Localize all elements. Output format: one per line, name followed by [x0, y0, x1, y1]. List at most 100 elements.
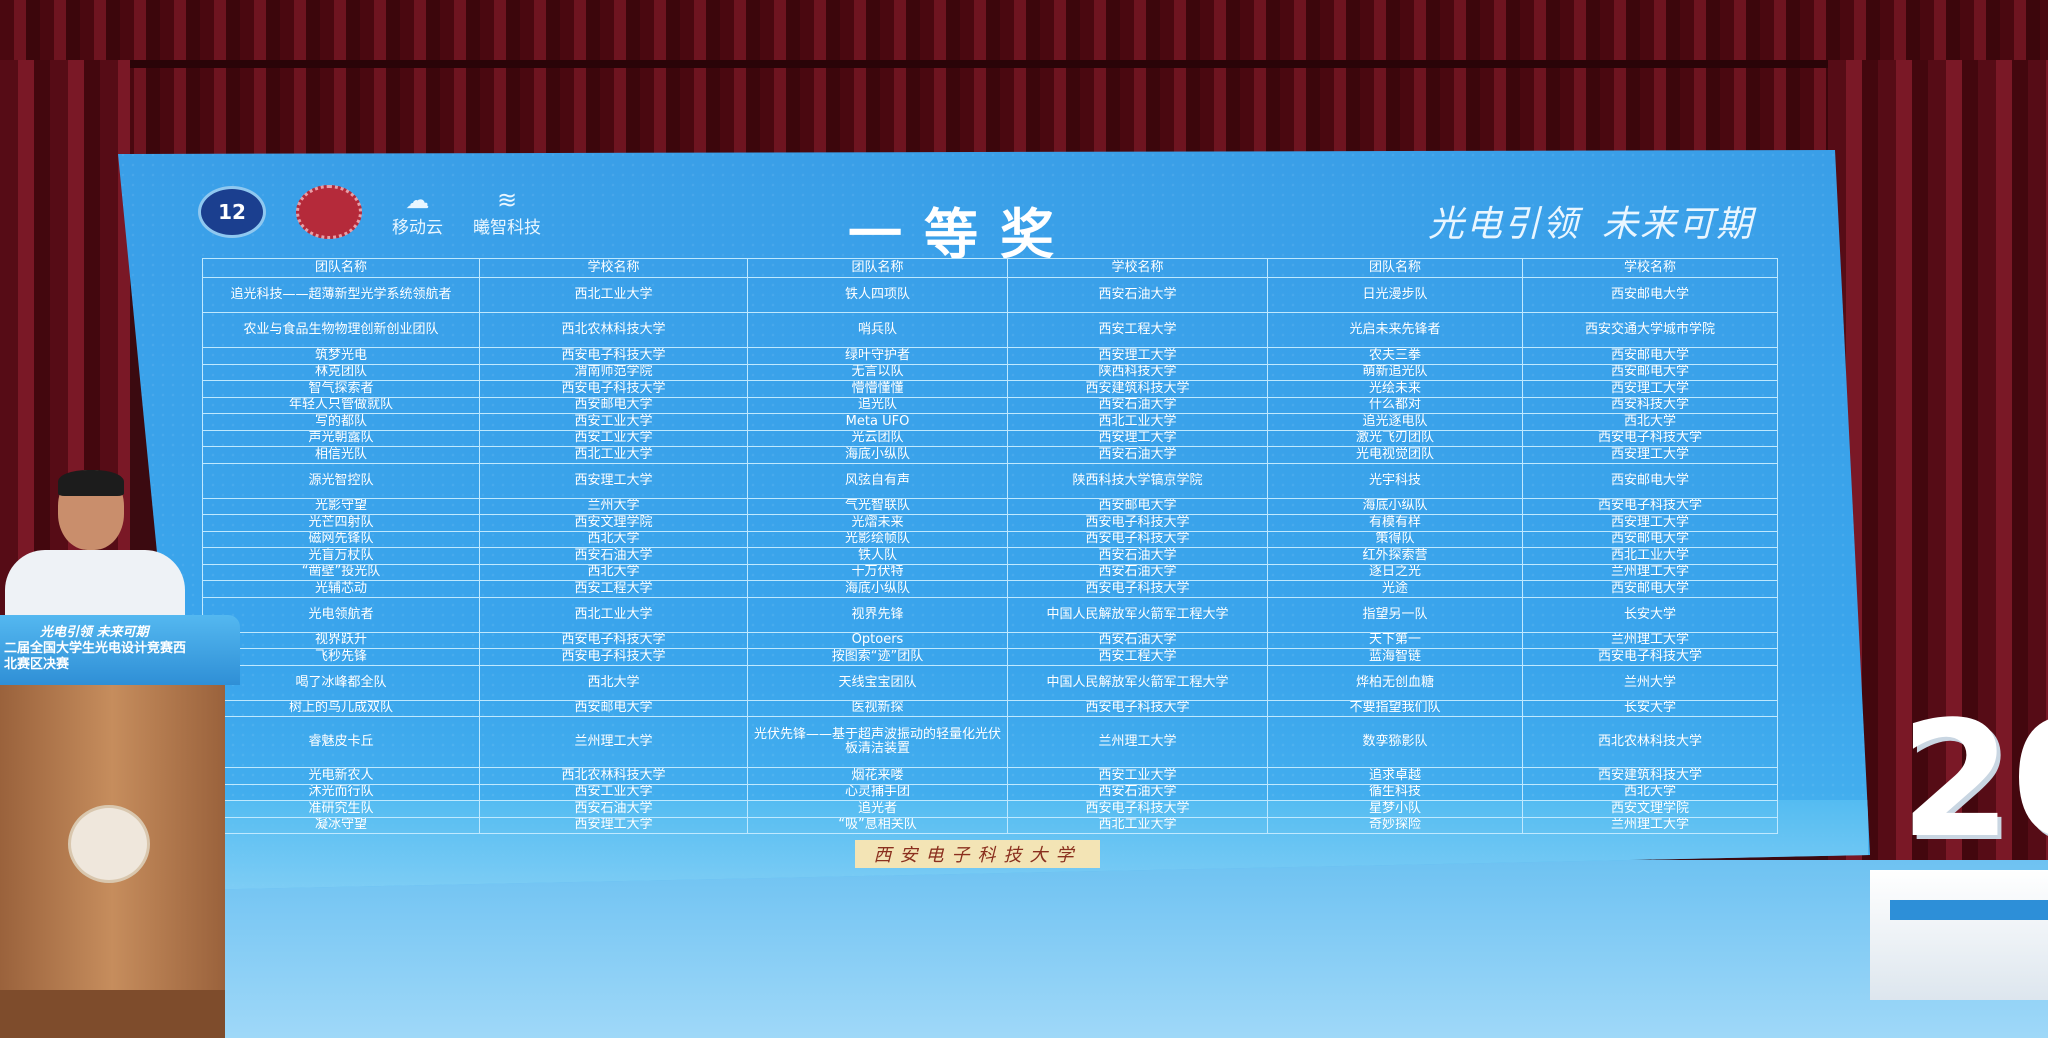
stage-floor — [0, 860, 2048, 1038]
school-name-cell: 西安工程大学 — [1008, 649, 1268, 665]
table-row: 视界跃升 西安电子科技大学 Optoers 西安石油大学 天下第一 兰州理工大学 — [203, 632, 1778, 649]
school-name-cell: 西安邮电大学 — [480, 700, 748, 716]
column-header: 团队名称 — [748, 259, 1008, 277]
school-name-cell: 西安石油大学 — [1008, 564, 1268, 580]
school-name-cell: 西北大学 — [480, 531, 748, 547]
table-row: 喝了冰峰都全队 西北大学 天线宝宝团队 中国人民解放军火箭军工程大学 烨柏无创血糖 兰州大… — [203, 665, 1778, 701]
team-name-cell: 有模有样 — [1268, 515, 1523, 531]
column-header: 学校名称 — [480, 259, 748, 277]
team-name-cell: 视界先锋 — [748, 597, 1008, 632]
school-name-cell: 西安邮电大学 — [480, 397, 748, 413]
school-name-cell: 西安电子科技大学 — [1523, 649, 1778, 665]
school-name-cell: 西安石油大学 — [1008, 447, 1268, 463]
cloud-icon: ☁ — [405, 185, 430, 214]
school-name-cell: 西安邮电大学 — [1523, 581, 1778, 597]
host-university-label: 西安电子科技大学 — [855, 840, 1100, 868]
school-name-cell: 兰州理工大学 — [1523, 632, 1778, 648]
emblem-number: 12 — [218, 200, 246, 224]
team-name-cell: 光熠未来 — [748, 515, 1008, 531]
team-name-cell: 磁网先锋队 — [203, 531, 480, 547]
team-name-cell: 医视新探 — [748, 700, 1008, 716]
school-name-cell: 西北农林科技大学 — [480, 768, 748, 784]
school-name-cell: 西安邮电大学 — [1523, 463, 1778, 498]
team-name-cell: 源光智控队 — [203, 463, 480, 498]
xizhi-logo: ≋ 曦智科技 — [473, 187, 541, 238]
table-row: 光电新农人 西北农林科技大学 烟花来喽 西安工业大学 追求卓越 西安建筑科技大学 — [203, 768, 1778, 785]
table-row: 磁网先锋队 西北大学 光影绘帧队 西安电子科技大学 策得队 西安邮电大学 — [203, 531, 1778, 548]
school-name-cell: 西安理工大学 — [1008, 430, 1268, 446]
column-header: 团队名称 — [203, 259, 480, 277]
sponsor-logos: 12 ☁ 移动云 ≋ 曦智科技 — [198, 185, 541, 239]
speaker-hair — [58, 470, 124, 496]
team-name-cell: 心灵捕手团 — [748, 784, 1008, 800]
table-row: 光电领航者 西北工业大学 视界先锋 中国人民解放军火箭军工程大学 指望另一队 长安大学 — [203, 597, 1778, 633]
school-name-cell: 西安工业大学 — [480, 414, 748, 430]
podium-banner-text: 二届全国大学生光电设计竞赛西北赛区决赛 — [4, 641, 187, 672]
school-name-cell: 西北大学 — [480, 564, 748, 580]
table-row: 声光朝露队 西安工业大学 光云团队 西安理工大学 激光飞刃团队 西安电子科技大学 — [203, 430, 1778, 447]
team-name-cell: 光芒四射队 — [203, 515, 480, 531]
school-name-cell: 西安石油大学 — [1008, 784, 1268, 800]
team-name-cell: 烨柏无创血糖 — [1268, 665, 1523, 700]
school-name-cell: 西安石油大学 — [480, 801, 748, 817]
team-name-cell: 光电领航者 — [203, 597, 480, 632]
team-name-cell: 哨兵队 — [748, 313, 1008, 347]
logo-label: 移动云 — [392, 217, 443, 238]
school-name-cell: 西北大学 — [1523, 414, 1778, 430]
school-name-cell: 西安电子科技大学 — [1008, 515, 1268, 531]
team-name-cell: 智气探索者 — [203, 381, 480, 397]
school-name-cell: 兰州理工大学 — [480, 717, 748, 767]
led-screen: 12 ☁ 移动云 ≋ 曦智科技 一等奖 光电引领 未来可期 团队名称 学校名称 团队名称学… — [118, 150, 1870, 890]
school-name-cell: 西北工业大学 — [1008, 414, 1268, 430]
school-name-cell: 西安石油大学 — [480, 548, 748, 564]
team-name-cell: “凿壁”投光队 — [203, 564, 480, 580]
table-row: 光盲万杖队 西安石油大学 铁人队 西安石油大学 红外探索营 西北工业大学 — [203, 548, 1778, 565]
table-row: 光芒四射队 西安文理学院 光熠未来 西安电子科技大学 有模有样 西安理工大学 — [203, 515, 1778, 532]
school-name-cell: 西安文理学院 — [1523, 801, 1778, 817]
team-name-cell: 海底小纵队 — [1268, 498, 1523, 514]
school-name-cell: 西安电子科技大学 — [480, 381, 748, 397]
mobile-cloud-logo: ☁ 移动云 — [392, 187, 443, 238]
school-name-cell: 中国人民解放军火箭军工程大学 — [1008, 665, 1268, 700]
school-name-cell: 西安工业大学 — [480, 430, 748, 446]
school-name-cell: 西安理工大学 — [1008, 348, 1268, 364]
team-name-cell: 沐光而行队 — [203, 784, 480, 800]
podium-slogan: 光电引领 未来可期 — [40, 625, 149, 640]
team-name-cell: 无言以队 — [748, 364, 1008, 380]
team-name-cell: 铁人队 — [748, 548, 1008, 564]
slogan-part: 光电引领 — [1428, 204, 1581, 245]
school-name-cell: 西安电子科技大学 — [480, 649, 748, 665]
column-header: 团队名称 — [1268, 259, 1523, 277]
team-name-cell: 光启未来先锋者 — [1268, 313, 1523, 347]
school-name-cell: 西安电子科技大学 — [1008, 700, 1268, 716]
school-name-cell: 西北工业大学 — [1523, 548, 1778, 564]
school-name-cell: 西安理工大学 — [480, 817, 748, 833]
competition-emblem-logo: 12 — [198, 186, 266, 238]
team-name-cell: 睿魅皮卡丘 — [203, 717, 480, 767]
team-name-cell: 准研究生队 — [203, 801, 480, 817]
school-name-cell: 西安科技大学 — [1523, 397, 1778, 413]
school-name-cell: 西安电子科技大学 — [480, 632, 748, 648]
school-name-cell: 西安文理学院 — [480, 515, 748, 531]
team-name-cell: 激光飞刃团队 — [1268, 430, 1523, 446]
team-name-cell: 飞秒先锋 — [203, 649, 480, 665]
wave-icon: ≋ — [496, 185, 518, 214]
school-name-cell: 长安大学 — [1523, 700, 1778, 716]
team-name-cell: 追求卓越 — [1268, 768, 1523, 784]
table-row: 光影守望 兰州大学 气光智联队 西安邮电大学 海底小纵队 西安电子科技大学 — [203, 498, 1778, 515]
school-name-cell: 西北工业大学 — [480, 447, 748, 463]
school-name-cell: 西北工业大学 — [480, 597, 748, 632]
slogan-part: 未来可期 — [1602, 204, 1755, 245]
table-row: 凝冰守望 西安理工大学 “吸”息相关队 西北工业大学 奇妙探险 兰州理工大学 — [203, 817, 1778, 834]
podium-base — [0, 990, 225, 1038]
school-name-cell: 兰州理工大学 — [1523, 817, 1778, 833]
team-name-cell: 追光者 — [748, 801, 1008, 817]
school-name-cell: 兰州理工大学 — [1523, 564, 1778, 580]
school-name-cell: 西安工程大学 — [1008, 313, 1268, 347]
school-name-cell: 西安理工大学 — [480, 463, 748, 498]
team-name-cell: 风弦自有声 — [748, 463, 1008, 498]
school-name-cell: 西北大学 — [1523, 784, 1778, 800]
school-name-cell: 西安理工大学 — [1523, 515, 1778, 531]
school-name-cell: 陕西科技大学 — [1008, 364, 1268, 380]
table-row: 年轻人只管做就队 西安邮电大学 追光队 西安石油大学 什么都对 西安科技大学 — [203, 397, 1778, 414]
